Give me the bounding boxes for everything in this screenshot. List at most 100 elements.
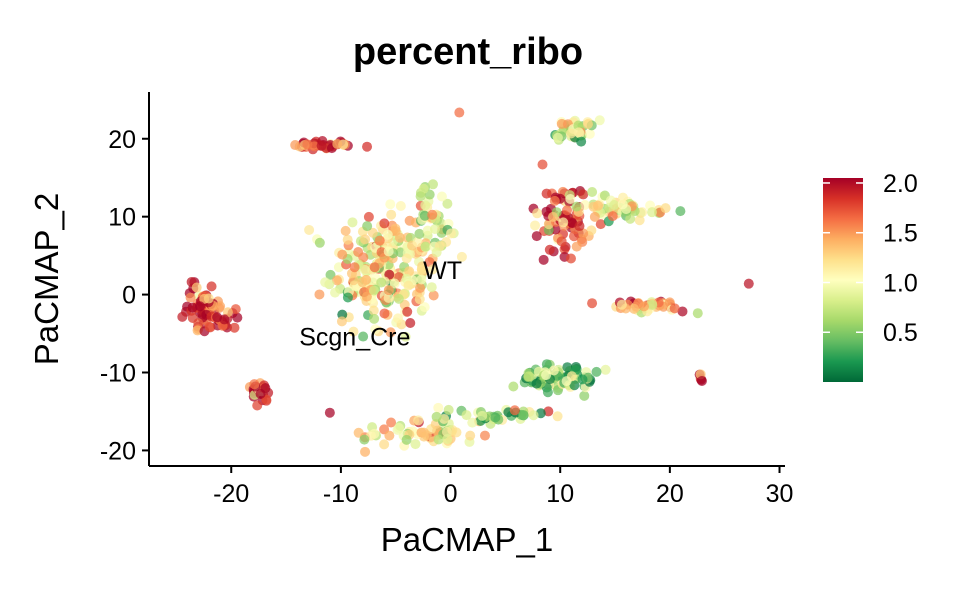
annotation-layer: WT Scgn_Cre <box>299 257 462 351</box>
data-point <box>629 303 640 314</box>
data-point <box>400 331 411 342</box>
x-tick-label: 20 <box>656 480 684 508</box>
data-point <box>384 430 395 441</box>
data-point <box>531 378 542 389</box>
data-point <box>402 306 413 317</box>
data-point <box>412 237 423 248</box>
data-point <box>538 254 549 265</box>
data-point <box>433 402 444 413</box>
data-point <box>419 427 430 438</box>
data-point <box>541 188 552 199</box>
data-point <box>558 217 569 228</box>
data-point <box>416 274 427 285</box>
data-point <box>401 253 412 264</box>
data-point <box>647 300 658 310</box>
data-point <box>579 390 590 401</box>
data-point <box>353 427 364 438</box>
data-point <box>427 209 438 220</box>
colorbar-ticks: 0.5 1.0 1.5 2.0 <box>823 170 918 347</box>
y-tick-label: -20 <box>100 437 136 465</box>
data-point <box>571 201 582 212</box>
data-point <box>562 362 573 373</box>
colorbar-tick-label: 0.5 <box>883 319 918 347</box>
data-point <box>587 298 598 309</box>
colorbar-tick-label: 2.0 <box>883 170 918 198</box>
data-point <box>229 322 240 333</box>
x-tick-label: 30 <box>766 480 794 508</box>
data-point <box>566 128 577 139</box>
data-point <box>348 275 359 286</box>
axes: -20 -10 0 10 20 30 -20 -10 0 10 20 <box>100 92 794 508</box>
data-point <box>385 199 396 210</box>
data-point <box>677 306 688 317</box>
x-tick-label: -10 <box>323 480 359 508</box>
data-point <box>537 159 548 170</box>
colorbar-tick-label: 1.5 <box>883 220 918 248</box>
chart-title: percent_ribo <box>353 31 583 73</box>
data-point <box>357 277 368 288</box>
data-point <box>348 326 359 337</box>
data-point <box>552 132 563 143</box>
data-point <box>414 294 425 305</box>
data-point <box>324 407 335 418</box>
data-point <box>573 127 584 138</box>
data-point <box>592 200 603 211</box>
data-point <box>565 194 576 205</box>
data-point <box>579 199 590 210</box>
data-point <box>332 139 343 150</box>
data-point <box>383 292 394 303</box>
data-point <box>574 221 585 232</box>
data-point <box>420 241 431 252</box>
data-point <box>549 195 560 206</box>
data-point <box>347 217 358 228</box>
data-point <box>314 237 325 248</box>
y-tick-label: 10 <box>108 204 136 232</box>
data-point <box>374 235 385 246</box>
colorbar-legend: 0.5 1.0 1.5 2.0 <box>823 170 918 382</box>
data-point <box>532 208 543 219</box>
data-point <box>191 282 202 293</box>
data-point <box>439 413 450 424</box>
data-point <box>508 381 519 392</box>
data-point <box>177 311 188 322</box>
x-tick-label: 10 <box>546 480 574 508</box>
data-point <box>542 387 553 398</box>
data-point <box>415 282 426 293</box>
data-point <box>429 224 440 235</box>
data-point <box>212 312 223 323</box>
data-point <box>427 179 438 190</box>
data-point <box>427 264 438 275</box>
data-point <box>543 406 554 417</box>
data-point <box>386 209 397 220</box>
data-point <box>383 246 394 257</box>
data-point <box>594 115 605 126</box>
data-point <box>379 218 390 229</box>
data-point <box>369 262 380 273</box>
data-point <box>547 211 558 222</box>
data-point <box>441 237 452 247</box>
data-point <box>577 374 588 385</box>
data-point <box>195 301 206 312</box>
data-point <box>368 305 379 316</box>
data-point <box>454 107 465 118</box>
data-point <box>591 366 602 377</box>
data-point <box>342 292 353 303</box>
data-point <box>541 359 552 370</box>
data-point <box>467 417 478 428</box>
data-point <box>675 206 686 217</box>
data-point <box>548 365 559 376</box>
data-point <box>479 430 490 441</box>
data-point <box>260 383 271 394</box>
data-point <box>331 275 342 286</box>
data-point <box>393 293 404 304</box>
data-point <box>431 411 442 422</box>
data-point <box>206 281 217 292</box>
data-point <box>660 203 671 214</box>
data-point <box>523 371 534 382</box>
data-point <box>359 434 370 445</box>
data-point <box>647 207 657 218</box>
data-point <box>617 199 628 210</box>
data-point <box>544 244 555 255</box>
data-point <box>369 428 380 439</box>
